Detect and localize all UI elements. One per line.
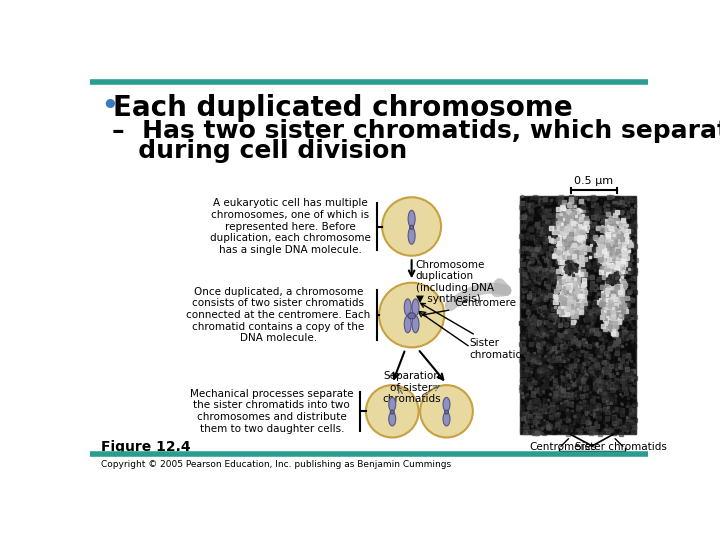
- Ellipse shape: [443, 397, 450, 411]
- Ellipse shape: [408, 227, 415, 244]
- Ellipse shape: [410, 225, 413, 229]
- Text: Sister chromatids: Sister chromatids: [575, 442, 667, 452]
- Ellipse shape: [408, 313, 415, 319]
- Ellipse shape: [412, 316, 419, 333]
- Text: during cell division: during cell division: [112, 139, 407, 163]
- Ellipse shape: [408, 210, 415, 227]
- Text: Figure 12.4: Figure 12.4: [101, 440, 191, 454]
- Ellipse shape: [443, 412, 450, 426]
- Text: Sister
chromatids: Sister chromatids: [420, 303, 528, 360]
- Ellipse shape: [389, 397, 396, 411]
- Circle shape: [379, 283, 444, 347]
- Ellipse shape: [404, 316, 411, 333]
- Text: Mechanical processes separate
the sister chromatids into two
chromosomes and dis: Mechanical processes separate the sister…: [190, 389, 354, 434]
- Circle shape: [420, 385, 473, 437]
- Text: 0.5 μm: 0.5 μm: [574, 177, 613, 186]
- Ellipse shape: [444, 410, 449, 414]
- FancyBboxPatch shape: [520, 195, 636, 434]
- Circle shape: [382, 197, 441, 256]
- Text: A eukaryotic cell has multiple
chromosomes, one of which is
represented here. Be: A eukaryotic cell has multiple chromosom…: [210, 198, 371, 255]
- Text: –  Has two sister chromatids, which separate: – Has two sister chromatids, which separ…: [112, 119, 720, 143]
- Text: Copyright © 2005 Pearson Education, Inc. publishing as Benjamin Cummings: Copyright © 2005 Pearson Education, Inc.…: [101, 460, 451, 469]
- FancyArrowPatch shape: [450, 284, 506, 306]
- Ellipse shape: [389, 412, 396, 426]
- Text: Once duplicated, a chromosome
consists of two sister chromatids
connected at the: Once duplicated, a chromosome consists o…: [186, 287, 371, 343]
- Text: Each duplicated chromosome: Each duplicated chromosome: [113, 94, 573, 122]
- Ellipse shape: [404, 299, 411, 316]
- Text: •: •: [101, 94, 117, 120]
- Circle shape: [366, 385, 418, 437]
- Text: Centromere: Centromere: [422, 299, 516, 316]
- Ellipse shape: [390, 410, 394, 414]
- Ellipse shape: [412, 299, 419, 316]
- Text: Chromosome
duplication
(including DNA
▼ synthesis): Chromosome duplication (including DNA ▼ …: [415, 260, 493, 305]
- Text: Separation
of sister
chromatids: Separation of sister chromatids: [382, 372, 441, 404]
- Text: Centromeres: Centromeres: [529, 442, 596, 452]
